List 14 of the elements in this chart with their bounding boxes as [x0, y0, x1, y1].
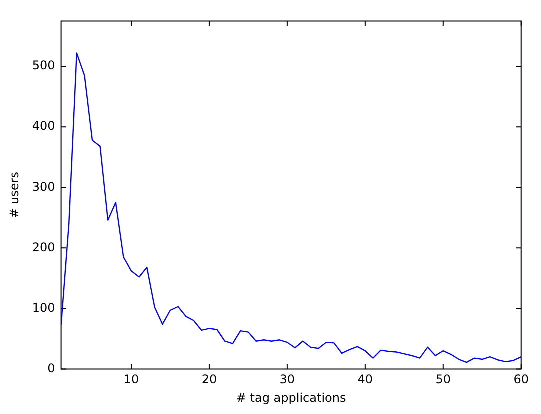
y-tick-label: 400	[32, 119, 56, 134]
x-tick-label: 40	[358, 372, 374, 387]
x-tick-label: 10	[124, 372, 140, 387]
x-axis-title: # tag applications	[236, 390, 346, 405]
y-axis-title: # users	[7, 172, 22, 218]
y-tick-label: 100	[32, 300, 56, 315]
x-tick-label: 60	[514, 372, 530, 387]
y-tick-label: 0	[48, 361, 56, 376]
x-tick-label: 20	[202, 372, 218, 387]
x-tick-label: 50	[436, 372, 452, 387]
x-tick-label: 30	[280, 372, 296, 387]
y-tick-label: 300	[32, 180, 56, 194]
y-tick-label: 200	[32, 240, 56, 254]
y-tick-label: 500	[32, 58, 56, 73]
